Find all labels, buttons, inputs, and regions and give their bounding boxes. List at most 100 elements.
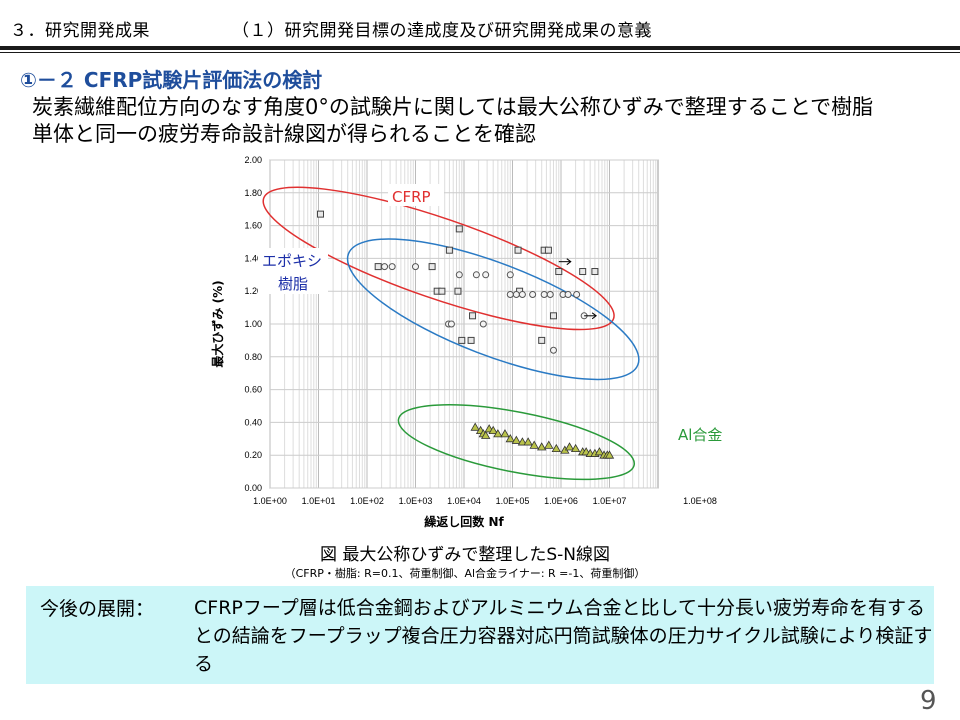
x-tick-label: 1.0E+02 — [350, 496, 384, 506]
cfrp-point — [317, 210, 325, 218]
y-tick-label: 1.40 — [244, 253, 262, 263]
chart-grid — [269, 159, 659, 489]
section-title: ３．研究開発成果 — [10, 21, 150, 41]
epoxy-point — [512, 290, 520, 298]
sn-chart: 0.00 0.20 0.40 0.60 0.80 1.00 1.20 1.40 1.60 1.80… — [200, 150, 760, 530]
slide-heading: ①－２ CFRP試験片評価法の検討 — [20, 68, 323, 92]
al-point — [529, 440, 539, 449]
x-axis-title: 繰返し回数 Nf — [424, 514, 504, 529]
sn-chart-svg: 0.00 0.20 0.40 0.60 0.80 1.00 1.20 1.40 1.60 1.80… — [210, 155, 722, 529]
al-point — [544, 440, 554, 449]
al-point — [488, 425, 498, 435]
y-tick-label: 1.80 — [244, 188, 262, 198]
al-point — [604, 450, 615, 459]
chart-points — [317, 210, 615, 459]
al-ellipse — [397, 404, 636, 481]
next-steps-label: 今後の展開： — [40, 598, 155, 620]
y-tick-label: 0.00 — [244, 483, 262, 493]
y-tick-label: 1.00 — [244, 319, 262, 329]
al-point — [594, 447, 605, 456]
x-tick-label: 1.0E+04 — [447, 496, 481, 506]
al-point — [551, 443, 561, 453]
cfrp-point — [454, 287, 462, 295]
cfrp-point — [458, 336, 466, 344]
chart-ellipses — [262, 186, 640, 481]
epoxy-point — [479, 320, 487, 328]
x-tick-label: 1.0E+00 — [253, 496, 287, 506]
epoxy-label-line2: 樹脂 — [278, 275, 308, 293]
cfrp-point — [555, 268, 563, 276]
y-tick-label: 0.20 — [244, 450, 262, 460]
epoxy-point — [472, 271, 480, 279]
y-tick-label: 0.80 — [244, 352, 262, 362]
epoxy-point — [564, 290, 572, 298]
cfrp-point — [467, 336, 475, 344]
cfrp-point — [549, 312, 557, 320]
epoxy-point — [546, 290, 554, 298]
epoxy-point — [388, 263, 396, 271]
epoxy-point — [381, 263, 389, 271]
x-tick-label: 1.0E+07 — [593, 496, 627, 506]
runout-arrow-head — [591, 312, 597, 320]
y-tick-label: 2.00 — [244, 155, 262, 165]
cfrp-point — [374, 263, 382, 271]
y-tick-label: 1.60 — [244, 221, 262, 231]
epoxy-point — [447, 320, 455, 328]
al-point — [523, 437, 533, 446]
epoxy-point — [549, 346, 557, 354]
x-tick-label: 1.0E+03 — [399, 496, 433, 506]
cfrp-ellipse — [262, 186, 615, 331]
y-tick-label: 1.20 — [244, 286, 262, 296]
slide-description: 炭素繊維配位方向のなす角度0°の試験片に関しては最大公称ひずみで整理することで樹… — [32, 95, 874, 146]
al-point — [493, 429, 503, 438]
cfrp-label-bg — [388, 184, 444, 206]
slide-header: ３．研究開発成果 （１）研究開発目標の達成度及び研究開発成果の意義 — [0, 0, 960, 50]
al-point — [505, 433, 515, 443]
epoxy-point — [412, 263, 419, 271]
epoxy-label-line1: エポキシ — [262, 252, 322, 270]
al-point — [511, 435, 522, 444]
cfrp-point — [538, 336, 546, 344]
cfrp-point — [544, 246, 552, 254]
epoxy-label-bg — [258, 248, 328, 294]
epoxy-point — [482, 271, 490, 279]
cfrp-point — [455, 225, 463, 233]
x-tick-label: 1.0E+05 — [496, 496, 530, 506]
cfrp-point — [445, 246, 453, 254]
epoxy-ellipse — [346, 238, 640, 381]
cfrp-point — [514, 246, 522, 254]
page-number: 9 — [920, 686, 937, 716]
epoxy-point — [506, 290, 514, 298]
al-point — [517, 437, 528, 446]
figure-caption: 図 最大公称ひずみで整理したS-N線図 — [319, 545, 611, 565]
cfrp-point — [428, 263, 436, 271]
al-point — [480, 430, 491, 439]
epoxy-point — [529, 290, 537, 298]
x-tick-label: 1.0E+01 — [302, 496, 336, 506]
header-rule-thick — [0, 46, 960, 50]
y-tick-label: 0.40 — [244, 417, 262, 427]
x-tick-label: 1.0E+06 — [544, 496, 578, 506]
next-steps-text: CFRPフープ層は低合金鋼およびアルミニウム合金と比して十分長い疲労寿命を有する… — [194, 597, 933, 675]
epoxy-point — [573, 290, 581, 298]
al-point — [564, 442, 575, 451]
al-point — [500, 429, 510, 438]
epoxy-point — [518, 290, 526, 298]
epoxy-point — [540, 290, 548, 298]
al-point — [570, 443, 581, 453]
al-point — [537, 442, 547, 451]
al-point — [470, 422, 480, 431]
cfrp-label: CFRP — [392, 188, 431, 206]
section-subtitle: （１）研究開発目標の達成度及び研究開発成果の意義 — [232, 21, 652, 41]
figure-caption-conditions: （CFRP・樹脂: R=0.1、荷重制御、Al合金ライナー: R =-1、荷重制… — [284, 567, 646, 580]
cfrp-point — [438, 287, 446, 295]
al-label: Al合金 — [678, 426, 722, 444]
chart-axes: 0.00 0.20 0.40 0.60 0.80 1.00 1.20 1.40 1.60 1.80… — [210, 155, 717, 529]
y-axis-title: 最大ひずみ (%) — [210, 280, 225, 367]
epoxy-point — [506, 271, 514, 279]
y-tick-label: 0.60 — [244, 385, 262, 395]
cfrp-point — [469, 312, 477, 320]
cfrp-point — [579, 268, 587, 276]
x-tick-label: 1.0E+08 — [683, 496, 717, 506]
